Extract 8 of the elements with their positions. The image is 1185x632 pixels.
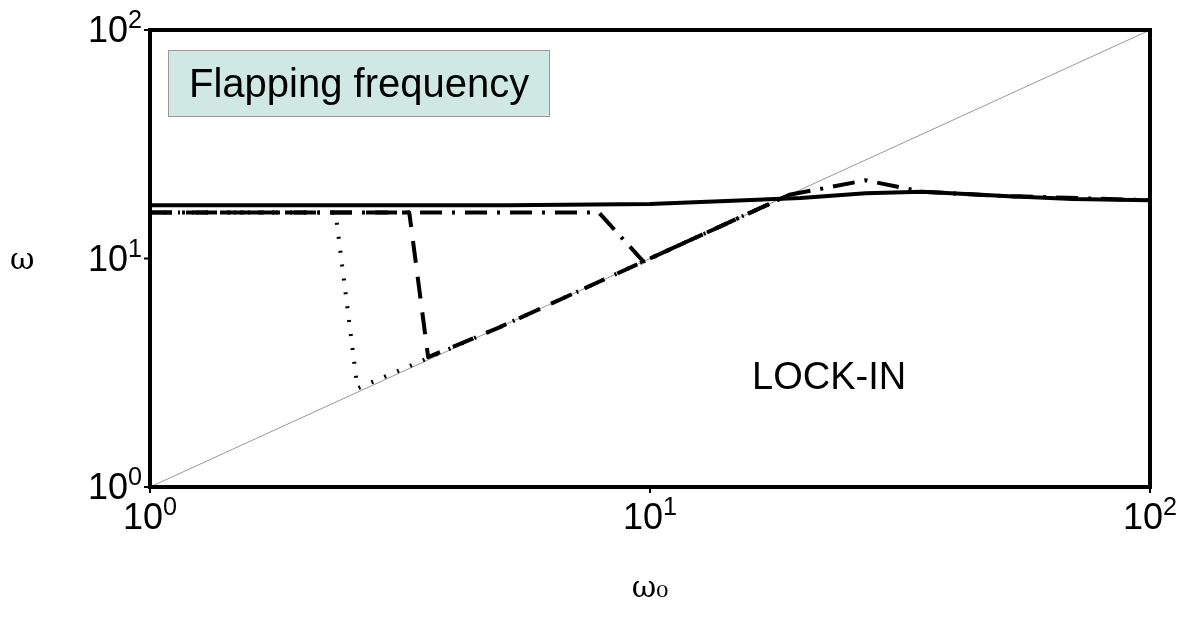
annotation: LOCK-IN <box>752 355 907 398</box>
x-axis-title: ω₀ <box>631 569 669 604</box>
y-tick-label: 10$^{1}$ <box>87 233 142 279</box>
x-tick-label: 10$^{2}$ <box>1122 492 1178 537</box>
x-tick-label: 10$^{1}$ <box>622 492 678 537</box>
y-axis-title: ω <box>10 241 35 277</box>
y-tick-label: 10$^{2}$ <box>87 5 142 50</box>
annotation: Flapping frequency <box>168 50 551 117</box>
